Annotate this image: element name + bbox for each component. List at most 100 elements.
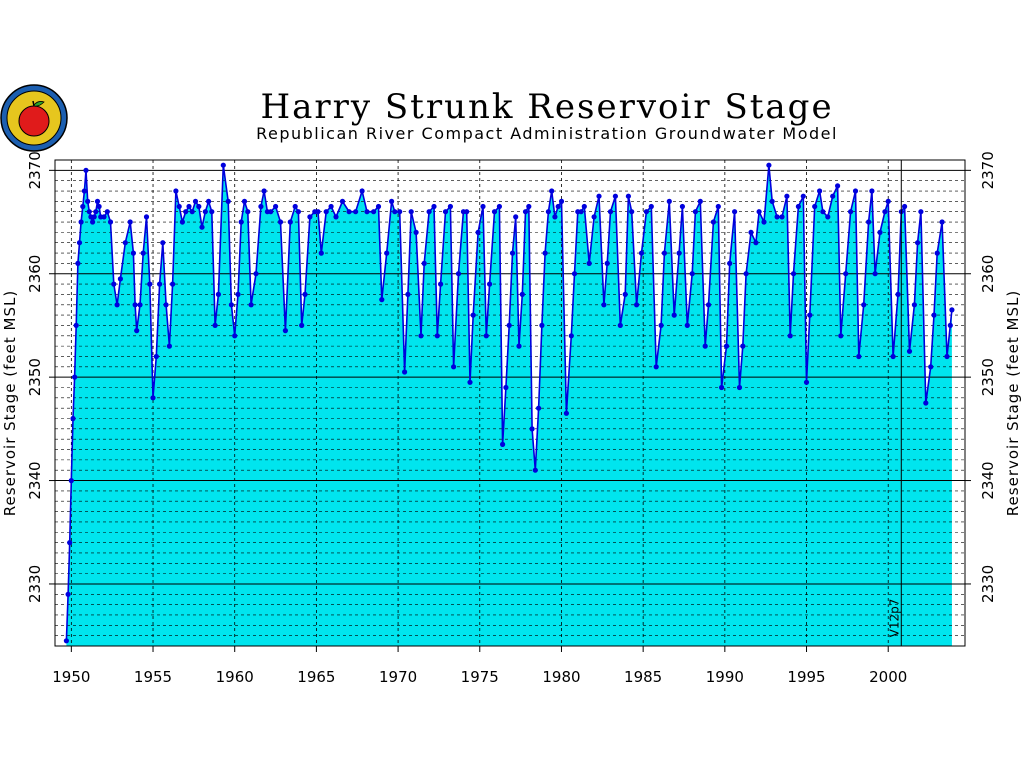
data-point xyxy=(111,281,117,287)
data-point xyxy=(928,364,934,370)
data-point xyxy=(617,322,623,328)
data-point xyxy=(467,379,473,385)
data-point xyxy=(787,333,793,339)
data-point xyxy=(225,198,231,204)
data-point xyxy=(516,343,522,349)
data-point xyxy=(761,219,767,225)
data-point xyxy=(143,214,150,220)
x-tick-label: 1970 xyxy=(379,668,417,686)
data-point xyxy=(132,302,138,308)
data-point xyxy=(830,193,836,199)
data-point xyxy=(852,188,859,194)
data-point xyxy=(127,219,133,225)
data-point xyxy=(68,478,74,484)
data-point xyxy=(902,203,908,210)
data-point xyxy=(421,260,427,266)
data-point xyxy=(529,426,535,432)
data-point xyxy=(604,260,610,266)
y-axis-label-left: Reservoir Stage (feet MSL) xyxy=(1,290,19,516)
data-point xyxy=(209,209,215,215)
data-point xyxy=(122,240,128,246)
data-point xyxy=(915,240,921,246)
data-point xyxy=(820,209,826,215)
data-point xyxy=(710,219,717,225)
data-point xyxy=(413,229,419,235)
data-point xyxy=(76,240,83,246)
data-point xyxy=(939,219,945,225)
data-point xyxy=(861,302,867,308)
data-point xyxy=(869,188,875,194)
data-point xyxy=(238,219,244,225)
y-tick-label-right: 2350 xyxy=(979,358,997,396)
data-point xyxy=(65,591,71,597)
data-point xyxy=(147,281,153,287)
data-point xyxy=(402,369,408,375)
data-point xyxy=(596,193,602,199)
y-tick-label-right: 2370 xyxy=(979,151,997,189)
data-point xyxy=(769,198,775,204)
data-point xyxy=(295,209,301,215)
data-point xyxy=(607,209,614,215)
data-point xyxy=(532,467,538,473)
data-point xyxy=(80,203,86,210)
data-point xyxy=(339,198,346,204)
data-point xyxy=(934,250,940,256)
data-point xyxy=(438,281,444,287)
data-point xyxy=(629,209,635,215)
data-point xyxy=(918,209,924,215)
data-point xyxy=(160,240,166,246)
data-point xyxy=(743,271,749,277)
data-point xyxy=(371,209,377,215)
data-point xyxy=(666,198,672,204)
data-point xyxy=(215,291,221,297)
x-tick-label: 1985 xyxy=(624,668,662,686)
data-point xyxy=(536,405,542,411)
data-point xyxy=(872,271,878,277)
data-point xyxy=(625,193,632,199)
data-point xyxy=(931,312,937,318)
data-point xyxy=(85,198,91,204)
y-tick-label-left: 2330 xyxy=(26,565,44,603)
x-tick-label: 1990 xyxy=(706,668,744,686)
chart-title: Harry Strunk Reservoir Stage xyxy=(260,87,833,127)
data-point xyxy=(397,209,403,215)
y-tick-label-left: 2350 xyxy=(26,358,44,396)
data-point xyxy=(766,162,772,168)
data-point xyxy=(779,214,785,220)
data-point xyxy=(526,203,532,210)
data-point xyxy=(114,302,120,308)
data-point xyxy=(835,183,841,189)
data-point xyxy=(715,203,721,210)
data-point xyxy=(72,374,78,380)
data-point xyxy=(196,203,202,210)
data-point xyxy=(287,219,293,225)
data-point xyxy=(702,343,708,349)
x-tick-label: 1960 xyxy=(216,668,254,686)
data-point xyxy=(375,203,382,210)
data-point xyxy=(81,188,87,194)
data-point xyxy=(359,188,365,194)
data-point xyxy=(273,203,279,210)
data-point xyxy=(94,198,101,204)
data-point xyxy=(189,209,195,215)
x-tick-label: 1965 xyxy=(297,668,335,686)
data-point xyxy=(795,203,802,210)
data-point xyxy=(130,250,136,256)
data-point xyxy=(392,209,398,215)
data-point xyxy=(93,209,99,215)
x-tick-label: 1950 xyxy=(52,668,90,686)
data-point xyxy=(261,188,267,194)
x-tick-label: 1975 xyxy=(461,668,499,686)
data-point xyxy=(748,229,754,235)
data-point xyxy=(578,209,584,215)
data-point xyxy=(451,364,457,370)
data-point xyxy=(96,203,102,210)
data-point xyxy=(464,209,470,215)
data-point xyxy=(333,214,339,220)
data-point xyxy=(539,322,545,328)
data-point xyxy=(389,198,395,204)
y-tick-labels-left: 2330 2340 2350 2360 2370 xyxy=(26,151,55,603)
data-point xyxy=(179,219,185,225)
data-point xyxy=(756,209,762,215)
data-point xyxy=(736,384,743,391)
